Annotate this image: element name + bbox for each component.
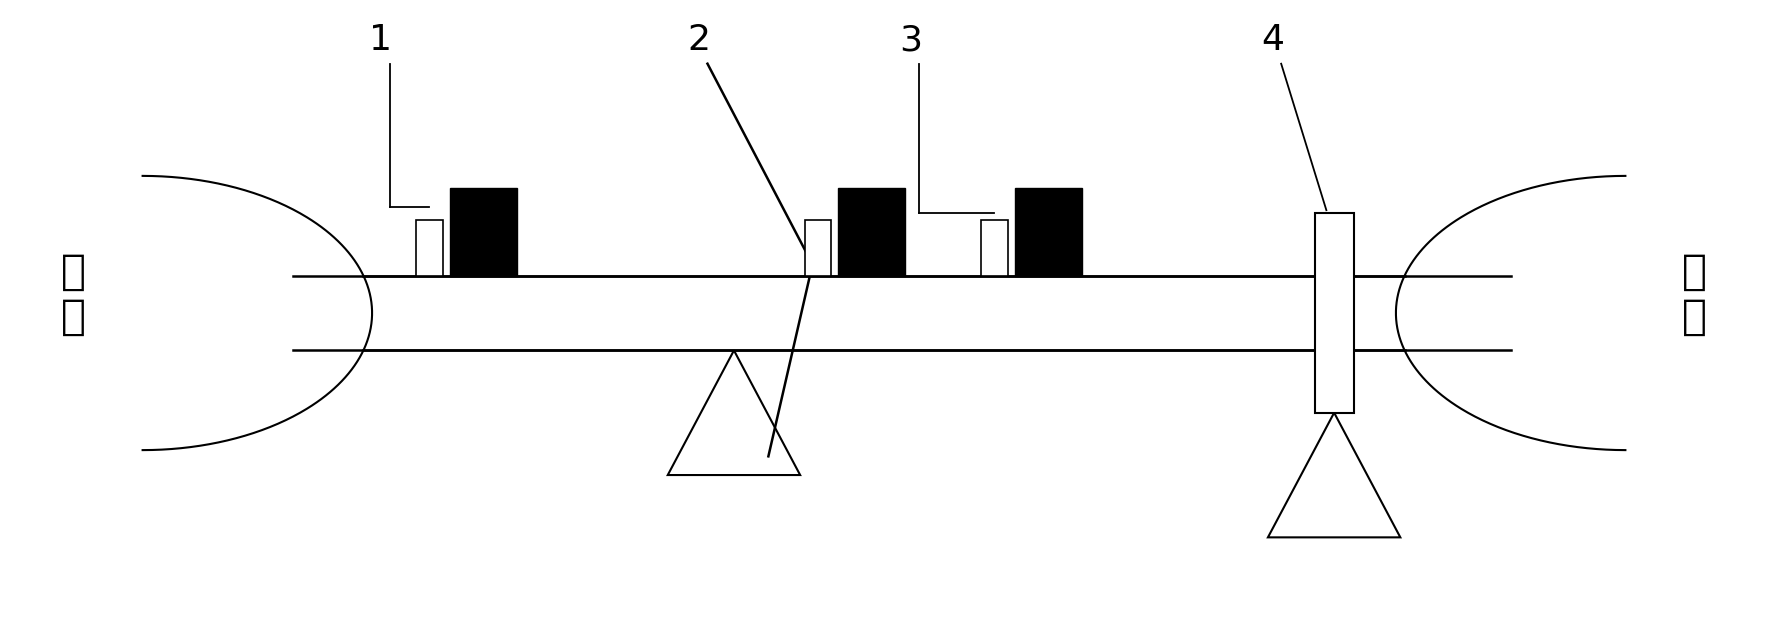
Bar: [1315, 213, 1354, 413]
Text: 4: 4: [1261, 24, 1284, 58]
Bar: [415, 220, 442, 275]
Bar: [804, 220, 831, 275]
Bar: [981, 220, 1008, 275]
Text: 1: 1: [370, 24, 392, 58]
Text: 气
缸: 气 缸: [1681, 250, 1706, 338]
Text: 3: 3: [898, 24, 921, 58]
Bar: [1015, 188, 1082, 275]
Text: 2: 2: [688, 24, 711, 58]
Bar: [838, 188, 905, 275]
Text: 气
缸: 气 缸: [62, 250, 87, 338]
Bar: [449, 188, 516, 275]
